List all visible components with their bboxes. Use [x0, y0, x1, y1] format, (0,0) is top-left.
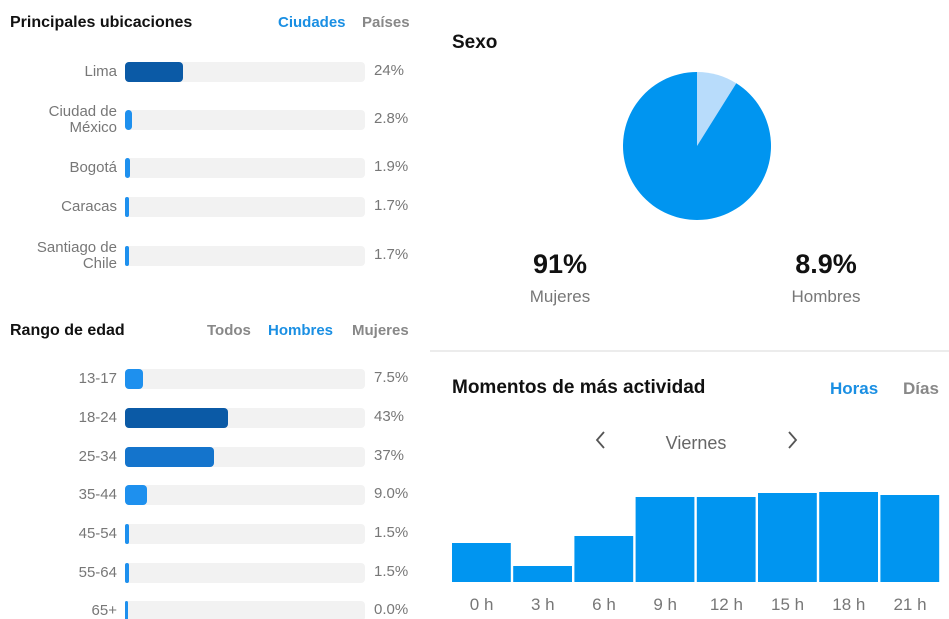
bar — [125, 62, 183, 82]
track — [125, 524, 365, 544]
x-tick-label: 21 h — [893, 595, 927, 614]
bar — [125, 524, 129, 544]
section-title: Principales ubicaciones — [10, 14, 193, 31]
category-label: 45-54 — [78, 524, 117, 542]
bar — [125, 563, 129, 583]
bar — [125, 447, 214, 467]
bar — [125, 485, 147, 505]
bar — [513, 566, 572, 582]
bar — [125, 158, 130, 178]
category-label: 35-44 — [78, 485, 117, 503]
track — [125, 485, 365, 505]
track — [125, 110, 365, 130]
bar — [452, 543, 511, 582]
bar — [819, 492, 878, 582]
category-label: Bogotá — [69, 158, 117, 176]
track — [125, 62, 365, 82]
tab[interactable]: Todos — [207, 322, 251, 339]
bar — [880, 495, 940, 582]
category-label: Ciudad de México — [48, 102, 117, 136]
bar — [696, 497, 756, 582]
value-label: 7.5% — [374, 369, 409, 386]
track — [125, 369, 365, 389]
bar — [125, 369, 143, 389]
prev-arrow[interactable] — [595, 431, 605, 449]
category-label: 65+ — [91, 601, 117, 619]
bar — [125, 110, 132, 130]
x-tick-label: 15 h — [771, 595, 805, 614]
tab[interactable]: Ciudades — [278, 14, 346, 31]
category-label: Santiago de Chile — [36, 238, 117, 272]
value-label: 2.8% — [374, 110, 409, 127]
category-label: Caracas — [61, 197, 117, 215]
category-label: 18-24 — [78, 408, 117, 426]
x-tick-label: 0 h — [469, 595, 494, 614]
value-label: 0.0% — [374, 601, 409, 618]
tab[interactable]: Horas — [830, 379, 879, 398]
bar — [758, 493, 817, 582]
x-tick-label: 18 h — [832, 595, 866, 614]
x-tick-label: 12 h — [709, 595, 743, 614]
category-label: 25-34 — [78, 447, 117, 465]
track — [125, 601, 365, 619]
percent: 91% — [532, 249, 588, 279]
x-tick-label: 6 h — [592, 595, 616, 614]
bar — [125, 246, 130, 266]
value-label: 1.5% — [374, 524, 409, 541]
bar — [574, 536, 634, 582]
section-title: Rango de edad — [10, 322, 125, 339]
legend-label: Hombres — [791, 287, 861, 306]
category-label: Lima — [84, 62, 117, 80]
section-title: Sexo — [452, 32, 498, 53]
day-label: Viernes — [665, 433, 727, 453]
value-label: 37% — [374, 447, 405, 464]
tab[interactable]: Días — [903, 379, 939, 398]
bar — [635, 497, 695, 582]
category-label: 55-64 — [78, 563, 117, 581]
section-title: Momentos de más actividad — [452, 377, 706, 398]
value-label: 1.7% — [374, 197, 409, 214]
tab[interactable]: Hombres — [268, 322, 334, 339]
value-label: 1.5% — [374, 563, 409, 580]
tab[interactable]: Países — [362, 14, 410, 31]
track — [125, 197, 365, 217]
value-label: 43% — [374, 408, 405, 425]
pie-slice — [622, 72, 772, 221]
bar — [125, 601, 128, 619]
track — [125, 563, 365, 583]
category-label: 13-17 — [78, 369, 117, 387]
tab[interactable]: Mujeres — [352, 322, 409, 339]
value-label: 9.0% — [374, 485, 409, 502]
value-label: 1.9% — [374, 158, 409, 175]
percent: 8.9% — [795, 249, 857, 279]
bar — [125, 408, 229, 428]
x-tick-label: 9 h — [653, 595, 677, 614]
value-label: 1.7% — [374, 246, 409, 263]
next-arrow[interactable] — [788, 431, 798, 449]
legend-label: Mujeres — [529, 287, 591, 306]
x-tick-label: 3 h — [530, 595, 555, 614]
track — [125, 246, 365, 266]
bar — [125, 197, 130, 217]
track — [125, 158, 365, 178]
value-label: 24% — [374, 62, 405, 79]
pie-slice — [697, 72, 737, 146]
